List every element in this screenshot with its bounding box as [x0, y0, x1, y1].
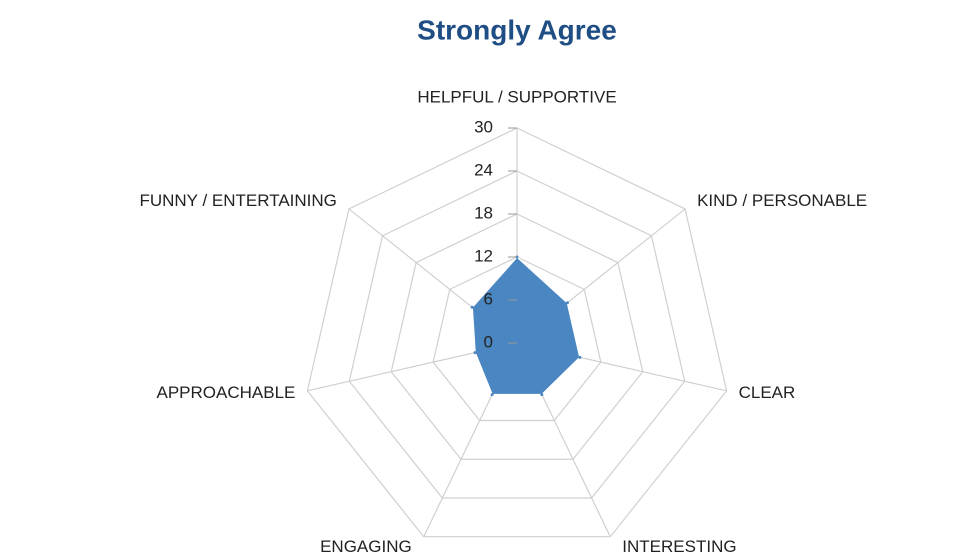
category-label: INTERESTING: [622, 537, 736, 556]
r-tick-label: 0: [484, 332, 493, 351]
grid-ring: [432, 256, 602, 422]
data-point: [490, 393, 494, 397]
grid-ring: [348, 170, 686, 499]
data-point: [578, 355, 582, 359]
grid-ring: [390, 213, 644, 460]
data-point: [540, 393, 544, 397]
r-tick-label: 30: [474, 117, 493, 136]
category-label: FUNNY / ENTERTAINING: [139, 191, 336, 210]
r-tick-label: 18: [474, 203, 493, 222]
category-label: CLEAR: [739, 383, 796, 402]
grid-ring: [306, 127, 728, 538]
data-point: [473, 351, 477, 355]
data-point: [470, 305, 474, 309]
category-label: APPROACHABLE: [156, 383, 295, 402]
data-point: [565, 301, 569, 305]
r-tick-label: 24: [474, 160, 493, 179]
category-label: ENGAGING: [320, 537, 412, 556]
data-area: [471, 255, 581, 396]
chart-title: Strongly Agree: [417, 14, 617, 45]
r-tick-label: 12: [474, 246, 493, 265]
category-label: HELPFUL / SUPPORTIVE: [417, 87, 616, 106]
r-tick-label: 6: [484, 289, 493, 308]
category-label: KIND / PERSONABLE: [697, 191, 867, 210]
